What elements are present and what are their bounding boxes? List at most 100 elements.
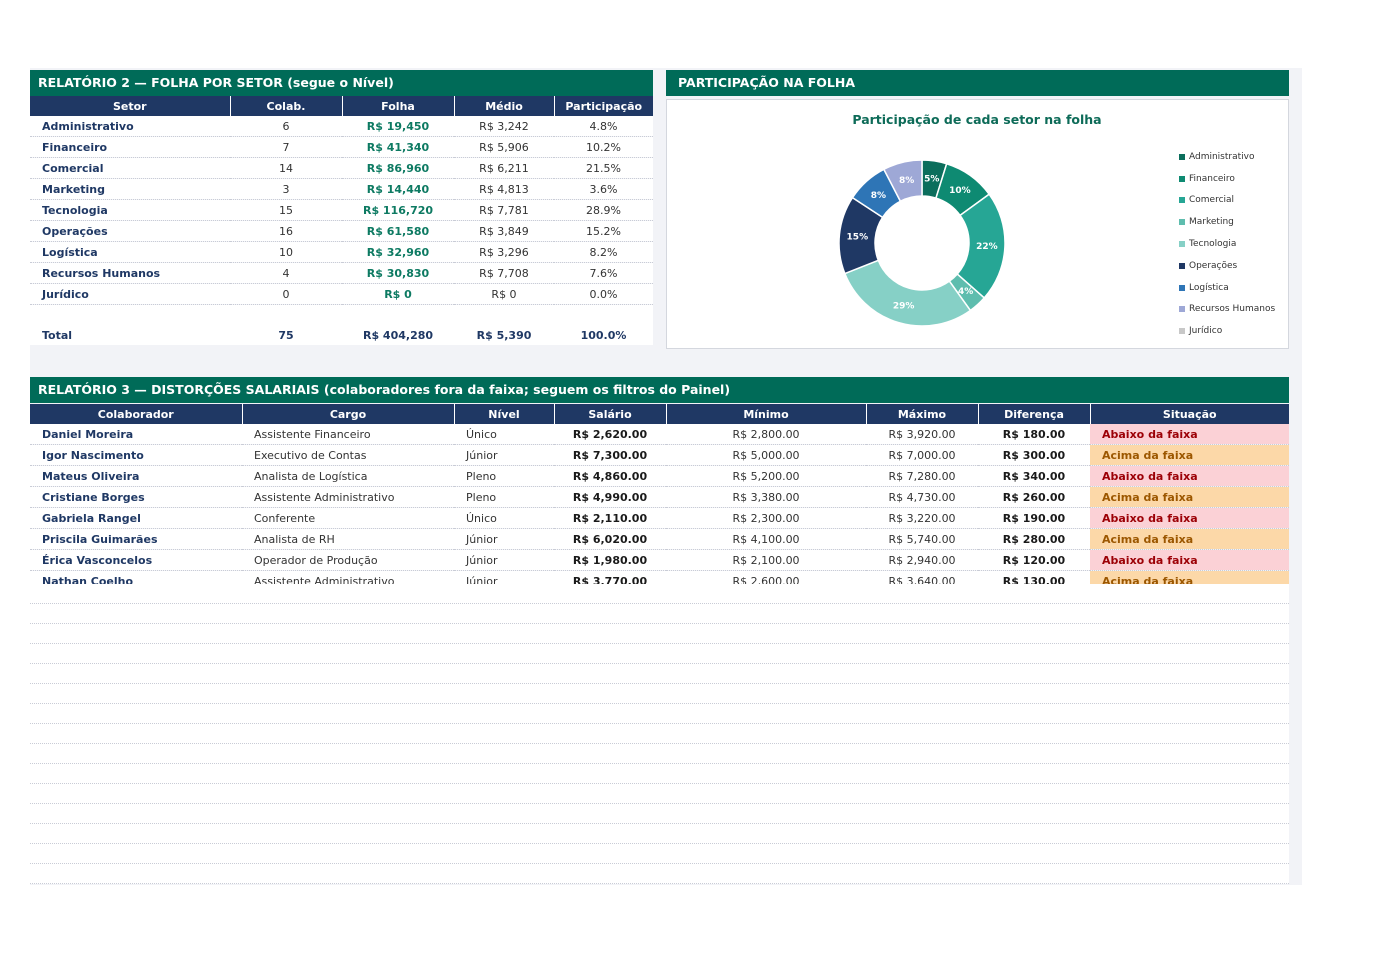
empty-row[interactable] bbox=[30, 744, 1289, 764]
table-cell[interactable]: Analista de RH bbox=[242, 528, 454, 550]
table-cell[interactable]: 100.0% bbox=[554, 325, 653, 345]
legend-item[interactable]: Tecnologia bbox=[1179, 233, 1275, 255]
table-cell[interactable]: Assistente Administrativo bbox=[242, 486, 454, 508]
table-cell[interactable]: R$ 6,020.00 bbox=[554, 528, 666, 550]
table-cell[interactable]: Comercial bbox=[30, 157, 230, 179]
legend-item[interactable]: Recursos Humanos bbox=[1179, 299, 1275, 321]
table-cell[interactable]: Tecnologia bbox=[30, 199, 230, 221]
table-cell[interactable]: R$ 5,390 bbox=[454, 325, 554, 345]
slice-tecnologia[interactable] bbox=[843, 259, 972, 327]
table-cell[interactable]: R$ 3,242 bbox=[454, 116, 554, 137]
legend-item[interactable]: Operações bbox=[1179, 255, 1275, 277]
table-cell[interactable]: R$ 7,781 bbox=[454, 199, 554, 221]
table-cell[interactable]: R$ 4,813 bbox=[454, 178, 554, 200]
table-cell[interactable]: 28.9% bbox=[554, 199, 653, 221]
table-cell[interactable]: R$ 6,211 bbox=[454, 157, 554, 179]
table-cell[interactable]: 10 bbox=[230, 241, 342, 263]
table-cell[interactable]: R$ 340.00 bbox=[978, 465, 1090, 487]
table-cell[interactable]: R$ 180.00 bbox=[978, 424, 1090, 445]
table-cell[interactable]: Érica Vasconcelos bbox=[30, 549, 242, 571]
col-header-minimo[interactable]: Mínimo bbox=[666, 404, 867, 424]
table-cell[interactable]: R$ 32,960 bbox=[342, 241, 454, 263]
table-cell[interactable]: 0 bbox=[230, 283, 342, 305]
table-cell[interactable]: 21.5% bbox=[554, 157, 653, 179]
empty-row[interactable] bbox=[30, 664, 1289, 684]
table-cell[interactable]: Recursos Humanos bbox=[30, 262, 230, 284]
table-cell[interactable]: 7 bbox=[230, 136, 342, 158]
col-header-setor[interactable]: Setor bbox=[30, 96, 231, 116]
table-cell[interactable]: 8.2% bbox=[554, 241, 653, 263]
table-cell[interactable]: Gabriela Rangel bbox=[30, 507, 242, 529]
table-cell[interactable] bbox=[342, 304, 454, 325]
table-cell[interactable]: R$ 5,000.00 bbox=[666, 444, 866, 466]
col-header-medio[interactable]: Médio bbox=[454, 96, 555, 116]
table-cell[interactable]: R$ 190.00 bbox=[978, 507, 1090, 529]
table-cell[interactable]: Total bbox=[30, 325, 230, 345]
table-cell[interactable]: R$ 19,450 bbox=[342, 116, 454, 137]
table-cell[interactable]: R$ 2,300.00 bbox=[666, 507, 866, 529]
table-cell[interactable]: R$ 3,296 bbox=[454, 241, 554, 263]
table-cell[interactable]: Executivo de Contas bbox=[242, 444, 454, 466]
legend-item[interactable]: Financeiro bbox=[1179, 168, 1275, 190]
table-cell[interactable]: Único bbox=[454, 507, 554, 529]
table-cell[interactable]: Financeiro bbox=[30, 136, 230, 158]
table-cell[interactable]: Pleno bbox=[454, 465, 554, 487]
table-cell[interactable] bbox=[230, 304, 342, 325]
table-cell[interactable]: Marketing bbox=[30, 178, 230, 200]
table-cell[interactable]: Assistente Financeiro bbox=[242, 424, 454, 445]
table-cell[interactable]: Júnior bbox=[454, 444, 554, 466]
table-cell[interactable]: Júnior bbox=[454, 528, 554, 550]
table-cell[interactable]: R$ 7,708 bbox=[454, 262, 554, 284]
table-cell[interactable]: R$ 86,960 bbox=[342, 157, 454, 179]
table-cell[interactable]: Administrativo bbox=[30, 116, 230, 137]
table-cell[interactable]: R$ 41,340 bbox=[342, 136, 454, 158]
table-cell[interactable]: Júnior bbox=[454, 549, 554, 571]
table-cell[interactable]: 15 bbox=[230, 199, 342, 221]
status-badge[interactable]: Acima da faixa bbox=[1090, 444, 1289, 466]
status-badge[interactable]: Abaixo da faixa bbox=[1090, 424, 1289, 445]
table-cell[interactable]: R$ 5,906 bbox=[454, 136, 554, 158]
empty-row[interactable] bbox=[30, 704, 1289, 724]
table-cell[interactable]: 4 bbox=[230, 262, 342, 284]
table-cell[interactable]: R$ 2,940.00 bbox=[866, 549, 978, 571]
col-header-participacao[interactable]: Participação bbox=[554, 96, 653, 116]
table-cell[interactable]: R$ 4,730.00 bbox=[866, 486, 978, 508]
legend-item[interactable]: Marketing bbox=[1179, 211, 1275, 233]
empty-row[interactable] bbox=[30, 824, 1289, 844]
slice-recursos-humanos[interactable] bbox=[882, 159, 923, 203]
col-header-colab[interactable]: Colab. bbox=[230, 96, 343, 116]
empty-row[interactable] bbox=[30, 644, 1289, 664]
table-cell[interactable]: R$ 4,860.00 bbox=[554, 465, 666, 487]
table-cell[interactable]: Logística bbox=[30, 241, 230, 263]
table-cell[interactable]: R$ 404,280 bbox=[342, 325, 454, 345]
table-cell[interactable]: 3 bbox=[230, 178, 342, 200]
table-cell[interactable]: R$ 2,800.00 bbox=[666, 424, 866, 445]
table-cell[interactable]: 3.6% bbox=[554, 178, 653, 200]
table-cell[interactable]: Analista de Logística bbox=[242, 465, 454, 487]
table-cell[interactable]: R$ 116,720 bbox=[342, 199, 454, 221]
table-cell[interactable]: Operações bbox=[30, 220, 230, 242]
table-cell[interactable]: R$ 2,110.00 bbox=[554, 507, 666, 529]
empty-row[interactable] bbox=[30, 604, 1289, 624]
table-cell[interactable]: 0.0% bbox=[554, 283, 653, 305]
legend-item[interactable]: Comercial bbox=[1179, 190, 1275, 212]
empty-row[interactable] bbox=[30, 804, 1289, 824]
table-cell[interactable]: R$ 300.00 bbox=[978, 444, 1090, 466]
legend-item[interactable]: Logística bbox=[1179, 277, 1275, 299]
col-header-colaborador[interactable]: Colaborador bbox=[30, 404, 243, 424]
status-badge[interactable]: Acima da faixa bbox=[1090, 528, 1289, 550]
table-cell[interactable]: Conferente bbox=[242, 507, 454, 529]
table-cell[interactable]: Operador de Produção bbox=[242, 549, 454, 571]
table-cell[interactable]: R$ 280.00 bbox=[978, 528, 1090, 550]
empty-row[interactable] bbox=[30, 584, 1289, 604]
table-cell[interactable]: Pleno bbox=[454, 486, 554, 508]
empty-row[interactable] bbox=[30, 764, 1289, 784]
empty-row[interactable] bbox=[30, 724, 1289, 744]
table-cell[interactable]: R$ 14,440 bbox=[342, 178, 454, 200]
participation-chart[interactable]: Participação de cada setor na folha 5% 10… bbox=[666, 99, 1289, 349]
table-cell[interactable]: Cristiane Borges bbox=[30, 486, 242, 508]
table-cell[interactable]: Daniel Moreira bbox=[30, 424, 242, 445]
table-cell[interactable]: R$ 3,920.00 bbox=[866, 424, 978, 445]
col-header-cargo[interactable]: Cargo bbox=[242, 404, 455, 424]
table-cell[interactable]: 75 bbox=[230, 325, 342, 345]
